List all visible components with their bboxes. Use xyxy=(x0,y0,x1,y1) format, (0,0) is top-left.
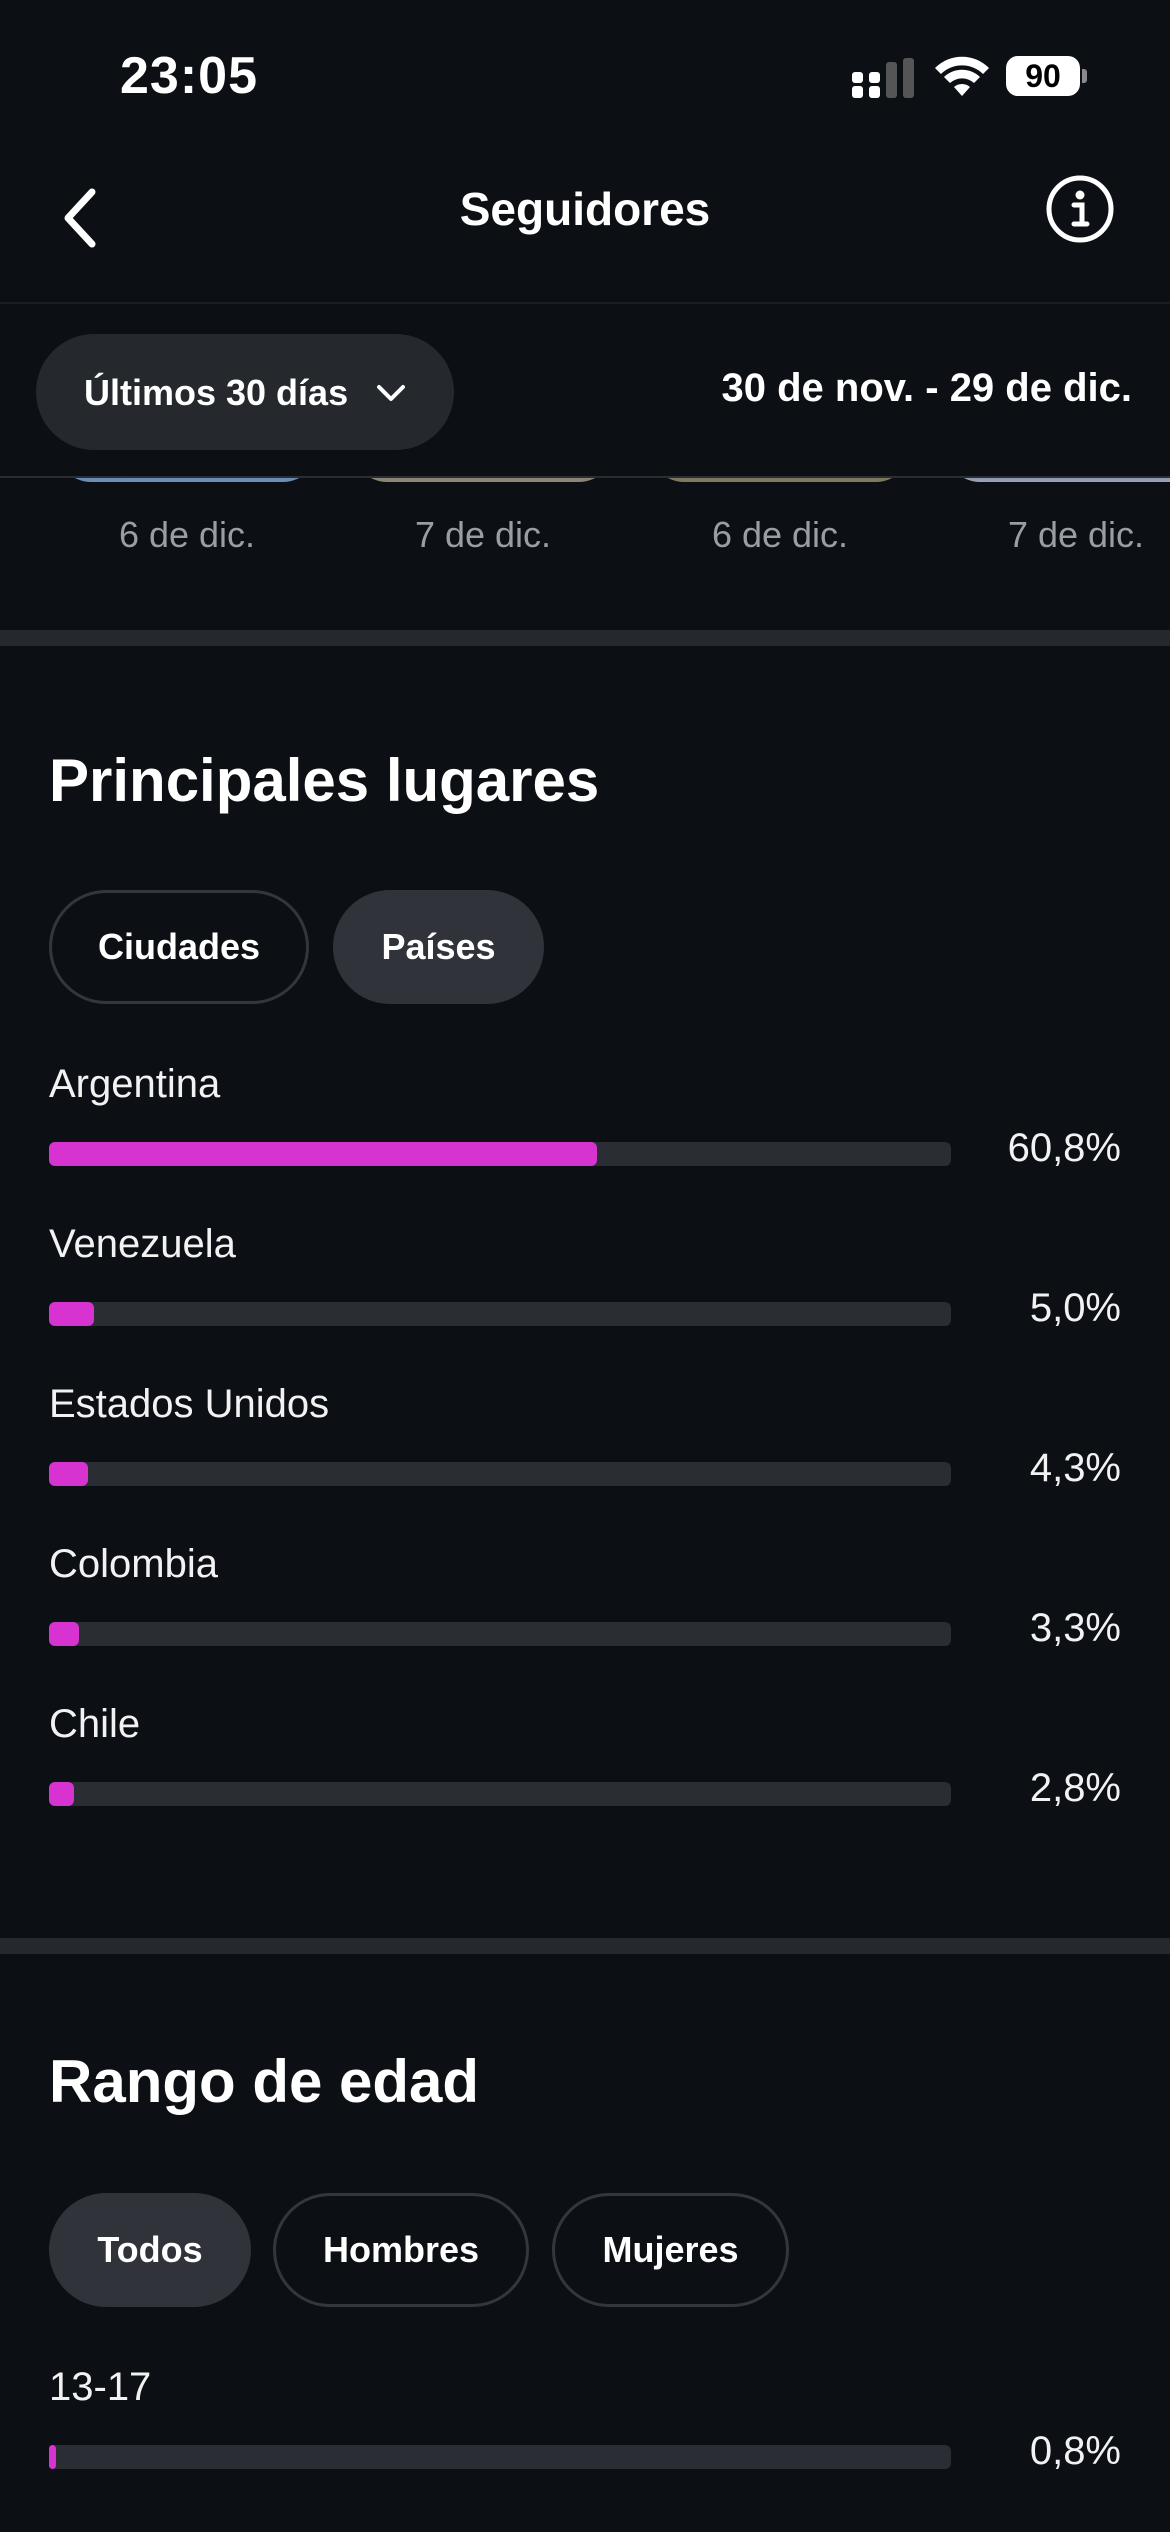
status-bar: 23:05 90 xyxy=(0,0,1170,140)
post-date: 7 de dic. xyxy=(414,514,552,555)
post-date: 6 de dic. xyxy=(711,514,849,555)
bar-value: 60,8% xyxy=(1007,1126,1121,1170)
post-thumbnail[interactable] xyxy=(946,478,1170,482)
bar-track xyxy=(49,1302,951,1326)
status-time: 23:05 xyxy=(120,47,258,105)
post-thumbnail[interactable] xyxy=(57,478,317,482)
post-date: 7 de dic. xyxy=(1007,514,1145,555)
page-title: Seguidores xyxy=(459,183,711,235)
bar-value: 4,3% xyxy=(1029,1446,1121,1490)
bar-track xyxy=(49,1782,951,1806)
bar-fill xyxy=(49,1622,79,1646)
cellular-signal-icon xyxy=(852,58,914,98)
battery-icon: 90 xyxy=(1006,56,1087,96)
tab-cities[interactable]: Ciudades xyxy=(49,890,309,1004)
wifi-icon xyxy=(935,56,989,96)
post-date: 6 de dic. xyxy=(118,514,256,555)
filter-row: Últimos 30 días 30 de nov. - 29 de dic. xyxy=(0,304,1170,478)
bar-row: Estados Unidos 4,3% xyxy=(49,1382,1121,1522)
bar-value: 0,8% xyxy=(1029,2429,1121,2473)
bar-fill xyxy=(49,2445,57,2469)
bar-value: 2,8% xyxy=(1029,1766,1121,1810)
bar-row: Argentina 60,8% xyxy=(49,1062,1121,1202)
bar-value: 5,0% xyxy=(1029,1286,1121,1330)
bar-label: Venezuela xyxy=(49,1222,236,1266)
bar-fill xyxy=(49,1302,95,1326)
section-title-top-places: Principales lugares xyxy=(49,747,600,814)
tab-men[interactable]: Hombres xyxy=(273,2193,529,2307)
bar-label: Colombia xyxy=(49,1542,218,1586)
battery-level: 90 xyxy=(1025,58,1061,94)
bar-label: Chile xyxy=(49,1702,141,1746)
section-title-age-range: Rango de edad xyxy=(49,2048,480,2115)
tab-all[interactable]: Todos xyxy=(49,2193,251,2307)
bar-row: 13-17 0,8% xyxy=(49,2365,1121,2505)
bar-label: Argentina xyxy=(49,1062,221,1106)
chevron-down-icon xyxy=(377,385,405,401)
date-range-dropdown-label: Últimos 30 días xyxy=(84,372,349,413)
bar-row: Colombia 3,3% xyxy=(49,1542,1121,1682)
post-thumbnail-strip[interactable]: 6 de dic. 7 de dic. 6 de dic. 7 de dic. xyxy=(0,478,1170,628)
bar-track xyxy=(49,1462,951,1486)
bar-value: 3,3% xyxy=(1029,1606,1121,1650)
date-range-text: 30 de nov. - 29 de dic. xyxy=(721,366,1132,410)
bar-track xyxy=(49,1622,951,1646)
bar-track xyxy=(49,2445,951,2469)
nav-bar: Seguidores xyxy=(0,140,1170,304)
bar-label: 13-17 xyxy=(49,2365,152,2409)
section-divider xyxy=(0,630,1170,646)
bar-row: Chile 2,8% xyxy=(49,1702,1121,1842)
date-range-dropdown[interactable]: Últimos 30 días xyxy=(36,334,454,450)
bar-track xyxy=(49,1142,951,1166)
back-chevron-icon[interactable] xyxy=(52,178,112,258)
bar-label: Estados Unidos xyxy=(49,1382,330,1426)
section-divider xyxy=(0,1938,1170,1954)
post-thumbnail[interactable] xyxy=(650,478,910,482)
tab-countries[interactable]: Países xyxy=(333,890,544,1004)
info-icon[interactable] xyxy=(1044,173,1116,245)
tab-women[interactable]: Mujeres xyxy=(552,2193,789,2307)
bar-fill xyxy=(49,1462,88,1486)
bar-fill xyxy=(49,1142,598,1166)
bar-row: Venezuela 5,0% xyxy=(49,1222,1121,1362)
post-thumbnail[interactable] xyxy=(353,478,613,482)
bar-fill xyxy=(49,1782,75,1806)
